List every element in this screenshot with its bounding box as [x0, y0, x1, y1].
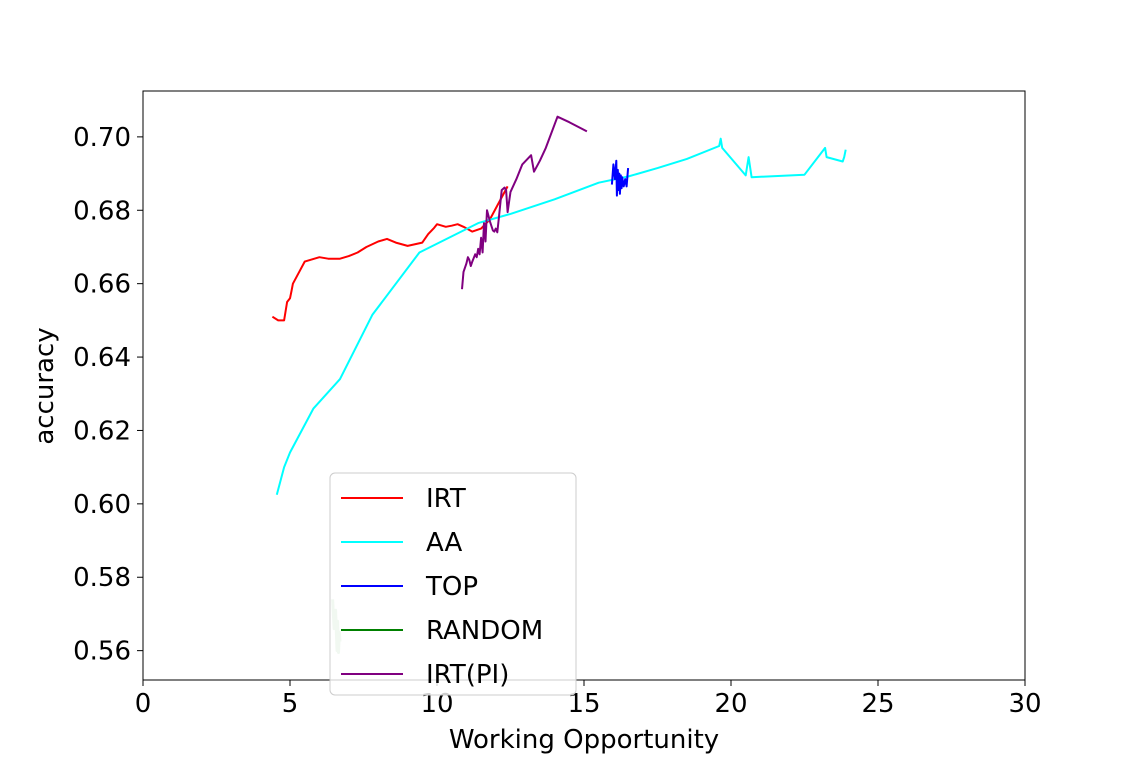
y-tick-label: 0.64	[73, 343, 131, 373]
x-tick-label: 5	[282, 689, 299, 719]
y-tick-label: 0.60	[73, 490, 131, 520]
y-tick-label: 0.58	[73, 563, 131, 593]
x-tick-label: 0	[135, 689, 152, 719]
series-line-aa	[275, 137, 847, 495]
x-tick-label: 20	[714, 689, 747, 719]
y-axis-label: accuracy	[30, 327, 60, 444]
ticks-layer: 0 5 10 15 20 25 300.560.580.600.620.640.660.68…	[73, 123, 1041, 719]
legend-label: TOP	[425, 572, 478, 602]
legend: IRT AA TOP RANDOM IRT(PI)	[329, 472, 577, 696]
y-tick-label: 0.70	[73, 123, 131, 153]
x-tick-label: 30	[1008, 689, 1041, 719]
series-line-top	[610, 159, 630, 197]
y-tick-label: 0.68	[73, 196, 131, 226]
y-tick-label: 0.56	[73, 637, 131, 667]
series-layer	[271, 115, 847, 654]
x-tick-label: 25	[861, 689, 894, 719]
x-axis-label: Working Opportunity	[449, 725, 719, 755]
series-line-irt-pi	[461, 115, 588, 290]
legend-label: AA	[426, 528, 463, 558]
legend-label: IRT(PI)	[426, 660, 509, 690]
legend-label: IRT	[426, 484, 466, 514]
y-tick-label: 0.66	[73, 270, 131, 300]
legend-label: RANDOM	[426, 616, 543, 646]
y-tick-label: 0.62	[73, 416, 131, 446]
legend-box	[329, 472, 577, 696]
